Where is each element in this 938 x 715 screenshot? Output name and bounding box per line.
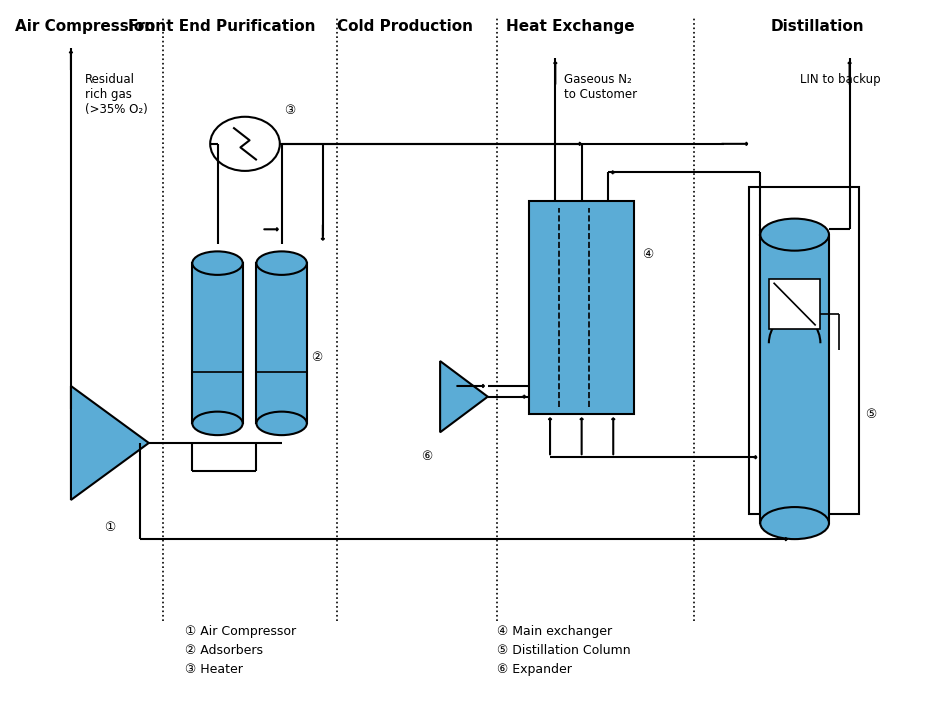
FancyBboxPatch shape <box>256 263 307 423</box>
Text: ③: ③ <box>284 104 295 117</box>
Circle shape <box>210 117 280 171</box>
Text: Distillation: Distillation <box>771 19 864 34</box>
Text: ④ Main exchanger: ④ Main exchanger <box>497 625 612 638</box>
FancyBboxPatch shape <box>192 263 243 423</box>
Text: Heat Exchange: Heat Exchange <box>506 19 634 34</box>
Text: ② Adsorbers: ② Adsorbers <box>186 644 264 657</box>
Polygon shape <box>440 361 488 433</box>
Text: Air Compression: Air Compression <box>15 19 155 34</box>
Ellipse shape <box>192 412 243 435</box>
Text: ① Air Compressor: ① Air Compressor <box>186 625 296 638</box>
Text: ⑤ Distillation Column: ⑤ Distillation Column <box>497 644 630 657</box>
Ellipse shape <box>761 507 829 539</box>
Text: Residual
rich gas
(>35% O₂): Residual rich gas (>35% O₂) <box>84 73 147 116</box>
Text: ②: ② <box>311 351 323 364</box>
Text: ⑥ Expander: ⑥ Expander <box>497 663 572 676</box>
Text: Cold Production: Cold Production <box>338 19 474 34</box>
FancyBboxPatch shape <box>529 201 634 415</box>
Ellipse shape <box>256 252 307 275</box>
Text: ③ Heater: ③ Heater <box>186 663 243 676</box>
Text: LIN to backup: LIN to backup <box>800 73 881 86</box>
FancyBboxPatch shape <box>749 187 859 514</box>
Text: Front End Purification: Front End Purification <box>129 19 316 34</box>
Ellipse shape <box>192 252 243 275</box>
Polygon shape <box>71 386 149 500</box>
Ellipse shape <box>256 412 307 435</box>
Text: ⑥: ⑥ <box>421 450 432 463</box>
Text: ⑤: ⑤ <box>866 408 877 421</box>
Ellipse shape <box>761 219 829 251</box>
FancyBboxPatch shape <box>769 279 820 329</box>
FancyBboxPatch shape <box>761 235 829 523</box>
Text: ④: ④ <box>642 247 653 261</box>
Text: Gaseous N₂
to Customer: Gaseous N₂ to Customer <box>565 73 638 101</box>
Text: ①: ① <box>104 521 115 534</box>
